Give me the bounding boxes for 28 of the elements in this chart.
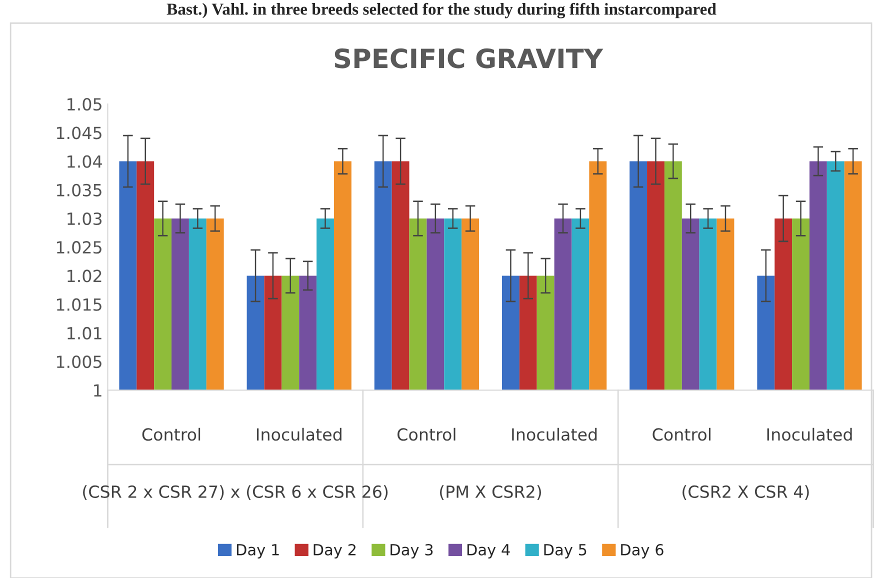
legend-label: Day 4 [467,544,510,558]
y-tick-label: 1.03 [68,212,102,226]
x-tick-label: Control [398,428,456,441]
y-tick-label: 1.02 [68,270,102,282]
y-tick-label: 1.005 [56,356,102,368]
x-tick-label: Control [142,428,200,441]
text: (CSR2 X CSR 4) [682,485,809,500]
legend-label: Day 5 [544,544,586,558]
y-tick-label: 1 [94,384,102,396]
y-tick-label: 1.05 [68,98,102,111]
chart-title: SPECIFIC GRAVITY [334,48,604,68]
legend-label: Day 2 [314,544,356,558]
x-tick-label: Inoculated [767,428,852,441]
y-tick-label: 1.025 [56,241,102,254]
legend-label: Day 1 [236,544,279,558]
y-tick-label: 1.015 [56,298,102,311]
legend-label: Day 6 [621,544,664,558]
x-tick-label: Inoculated [256,428,342,441]
x-tick-label: Control [652,428,710,441]
y-tick-label: 1.04 [68,155,102,168]
text: Bast.) Vahl. in three breeds selected for the study during fifth instarcompared [166,2,716,18]
x-tick-label: Inoculated [512,428,597,441]
text: (PM X CSR2) [440,485,541,500]
y-tick-label: 1.035 [56,184,102,196]
y-tick-label: 1.045 [56,126,102,140]
y-tick-label: 1.01 [68,326,102,340]
legend-label: Day 3 [390,544,433,558]
text: (CSR 2 x CSR 27) x (CSR 6 x CSR 26) [83,485,388,500]
